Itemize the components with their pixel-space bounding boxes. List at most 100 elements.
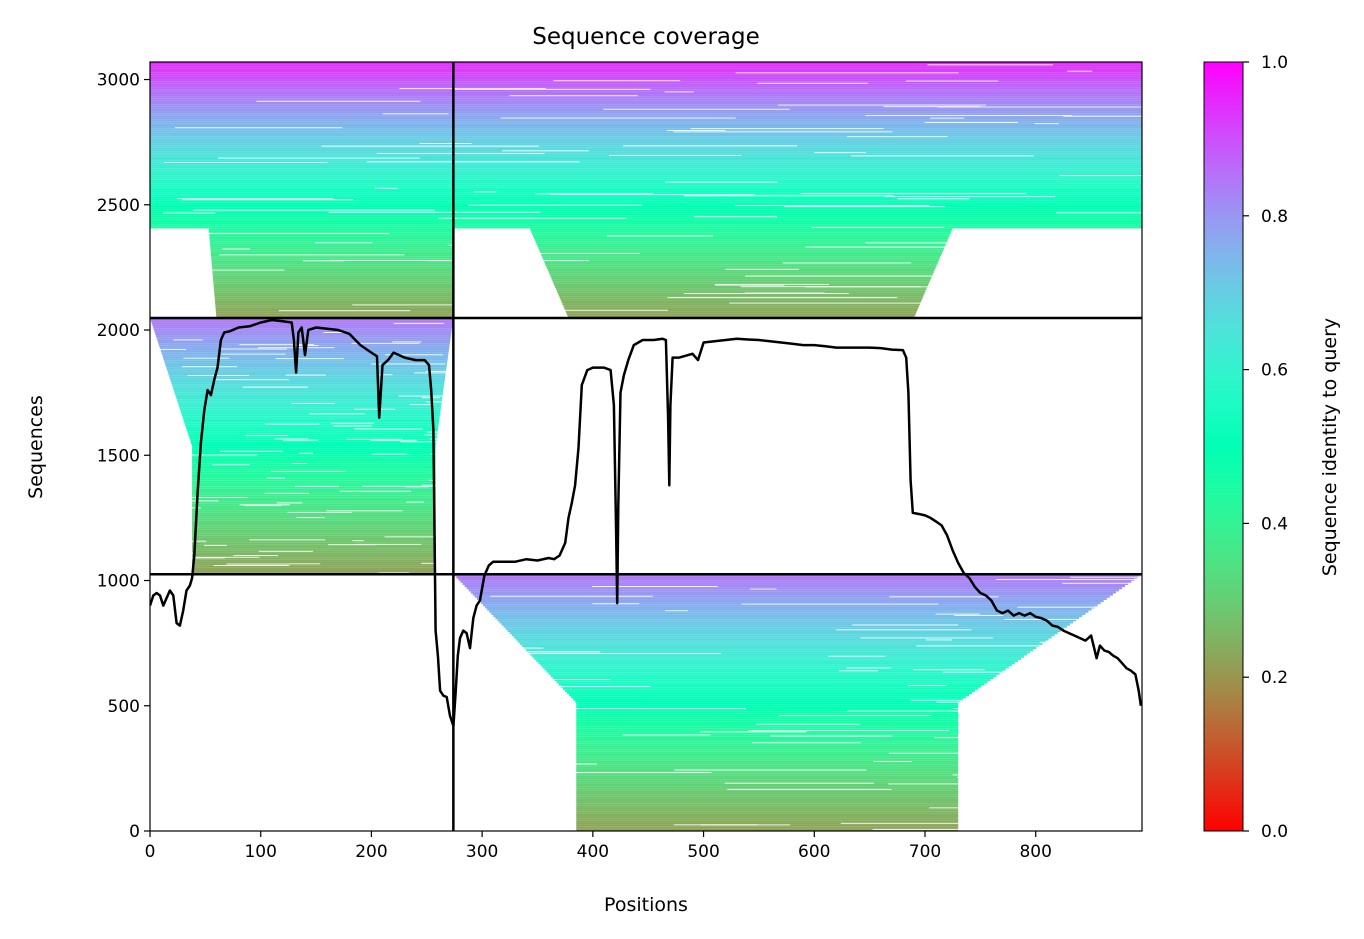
coverage-strip	[541, 253, 942, 257]
coverage-strip	[576, 813, 959, 817]
coverage-strip	[150, 93, 454, 97]
coverage-strip	[214, 292, 454, 295]
coverage-strip	[150, 145, 454, 148]
coverage-strip	[150, 153, 454, 156]
coverage-strip	[453, 140, 1142, 144]
alignment-gap	[447, 244, 507, 246]
alignment-gap	[1065, 288, 1141, 290]
coverage-strip	[150, 221, 454, 225]
alignment-gap	[623, 145, 798, 147]
coverage-strip	[150, 113, 454, 116]
coverage-strip	[150, 204, 454, 208]
coverage-strip	[151, 322, 453, 325]
alignment-gap	[905, 80, 999, 82]
coverage-strip	[509, 632, 1058, 635]
alignment-gap	[405, 486, 429, 488]
coverage-strip	[213, 283, 454, 286]
coverage-strip	[192, 454, 436, 457]
alignment-gap	[502, 150, 589, 152]
alignment-gap	[847, 710, 1027, 712]
alignment-gap	[179, 232, 390, 234]
alignment-gap	[414, 372, 482, 374]
alignment-gap	[934, 737, 1082, 739]
coverage-strip	[565, 309, 918, 312]
coverage-strip	[576, 751, 959, 754]
alignment-gap	[935, 613, 980, 615]
coverage-strip	[453, 213, 1142, 216]
alignment-gap	[952, 708, 1107, 710]
coverage-strip	[576, 702, 959, 705]
colorbar	[1203, 61, 1244, 832]
coverage-strip	[576, 760, 959, 763]
coverage-strip	[453, 224, 1142, 227]
coverage-strip	[169, 377, 445, 380]
coverage-strip	[561, 300, 921, 304]
coverage-strip	[171, 382, 445, 385]
coverage-strip	[487, 608, 1092, 611]
alignment-gap	[362, 485, 437, 487]
alignment-gap	[384, 536, 460, 538]
coverage-strip	[192, 546, 436, 549]
alignment-gap	[872, 828, 973, 830]
coverage-strip	[192, 484, 436, 487]
coverage-strip	[150, 85, 454, 88]
coverage-strip	[576, 753, 959, 757]
alignment-gap	[735, 205, 930, 207]
coverage-strip	[150, 121, 454, 124]
coverage-strip	[501, 623, 1071, 626]
alignment-gap	[193, 556, 260, 558]
alignment-gap	[735, 72, 959, 74]
alignment-gap	[181, 366, 238, 368]
alignment-gap	[354, 428, 423, 430]
coverage-strip	[150, 166, 454, 169]
coverage-strip	[167, 371, 446, 374]
coverage-strip	[209, 239, 454, 242]
coverage-strip	[576, 738, 959, 742]
alignment-gap	[845, 667, 892, 669]
coverage-strip	[192, 465, 436, 468]
coverage-strip	[208, 228, 454, 231]
coverage-strip	[543, 258, 940, 261]
coverage-strip	[150, 81, 454, 84]
alignment-gap	[459, 647, 544, 649]
alignment-gap	[1090, 816, 1142, 818]
alignment-gap	[897, 198, 970, 200]
alignment-gap	[183, 357, 230, 359]
coverage-strip	[150, 192, 454, 195]
coverage-strip	[150, 160, 454, 163]
coverage-strip	[150, 104, 454, 107]
alignment-gap	[1063, 727, 1140, 729]
coverage-strip	[576, 756, 959, 759]
alignment-gap	[1056, 212, 1142, 214]
coverage-strip	[453, 62, 1142, 65]
coverage-strip	[576, 801, 959, 804]
alignment-gap	[264, 492, 309, 494]
alignment-gap	[852, 624, 959, 626]
coverage-strip	[184, 420, 440, 423]
coverage-strip	[453, 68, 1142, 71]
y-tick-label: 2000	[97, 321, 140, 341]
alignment-gap	[673, 131, 893, 133]
coverage-strip	[466, 587, 1123, 590]
alignment-gap	[530, 771, 712, 773]
coverage-strip	[177, 401, 442, 404]
alignment-gap	[296, 516, 325, 518]
colorbar-tick-label: 0.6	[1261, 361, 1288, 381]
coverage-strip	[453, 102, 1142, 105]
coverage-strip	[576, 734, 959, 737]
alignment-gap	[299, 452, 314, 454]
alignment-gap	[973, 267, 1142, 269]
coverage-strip	[192, 495, 436, 498]
alignment-gap	[1067, 70, 1093, 72]
coverage-strip	[453, 226, 1142, 229]
coverage-strip	[478, 599, 1104, 603]
coverage-strip	[564, 689, 976, 692]
coverage-strip	[150, 168, 454, 171]
coverage-strip	[534, 239, 948, 242]
alignment-gap	[354, 408, 395, 410]
coverage-strip	[576, 779, 959, 782]
coverage-heatmap	[150, 62, 1142, 831]
coverage-strip	[453, 108, 1142, 112]
coverage-strip	[453, 192, 1142, 195]
coverage-strip	[453, 98, 1142, 101]
